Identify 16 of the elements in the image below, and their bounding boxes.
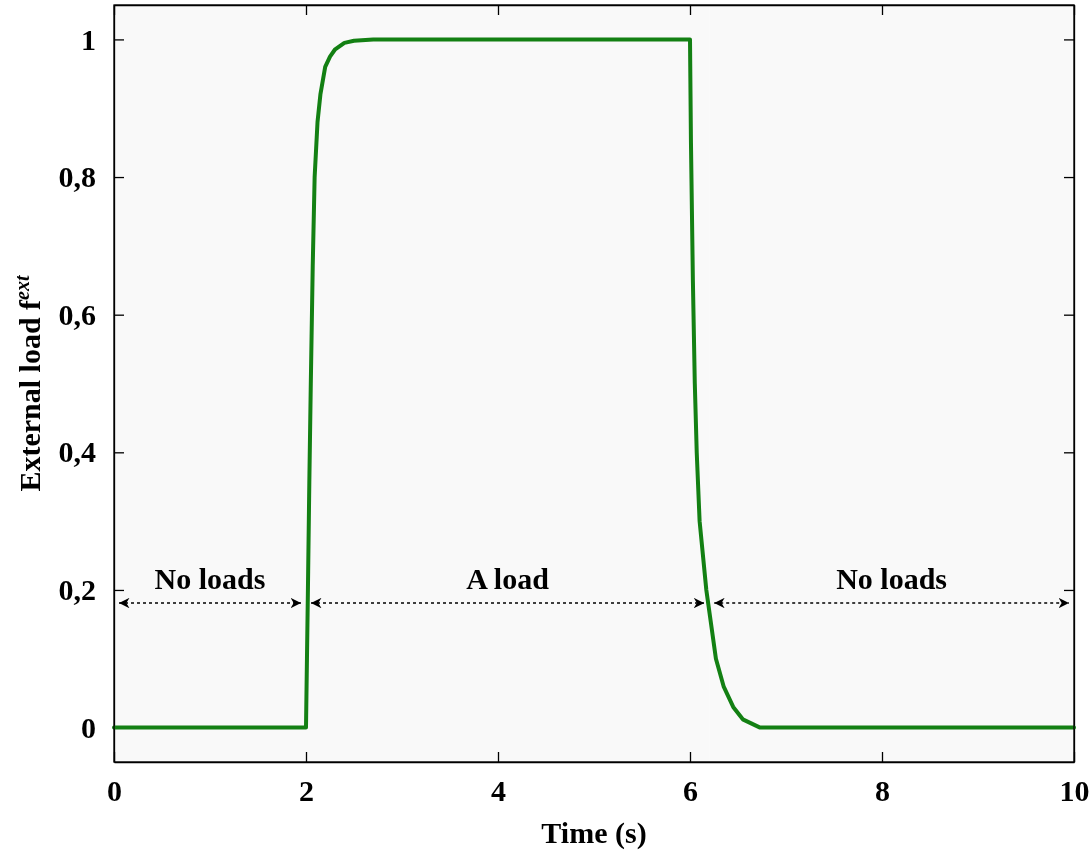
x-tick-label: 6 — [683, 774, 698, 808]
x-tick-label: 8 — [875, 774, 890, 808]
x-axis-title: Time (s) — [541, 816, 647, 850]
x-tick-label: 4 — [491, 774, 506, 808]
y-tick-label: 0 — [81, 710, 96, 744]
y-tick-label: 0,6 — [58, 297, 96, 331]
x-tick-label: 10 — [1059, 774, 1090, 808]
x-tick-label: 0 — [107, 774, 122, 808]
band-label: No loads — [836, 562, 948, 596]
y-tick-label: 0,2 — [58, 573, 96, 607]
y-tick-label: 0,8 — [58, 160, 96, 194]
band-label: No loads — [154, 562, 266, 596]
y-tick-label: 1 — [81, 22, 96, 56]
x-tick-label: 2 — [299, 774, 314, 808]
y-tick-label: 0,4 — [58, 435, 96, 469]
band-label: A load — [466, 562, 550, 596]
